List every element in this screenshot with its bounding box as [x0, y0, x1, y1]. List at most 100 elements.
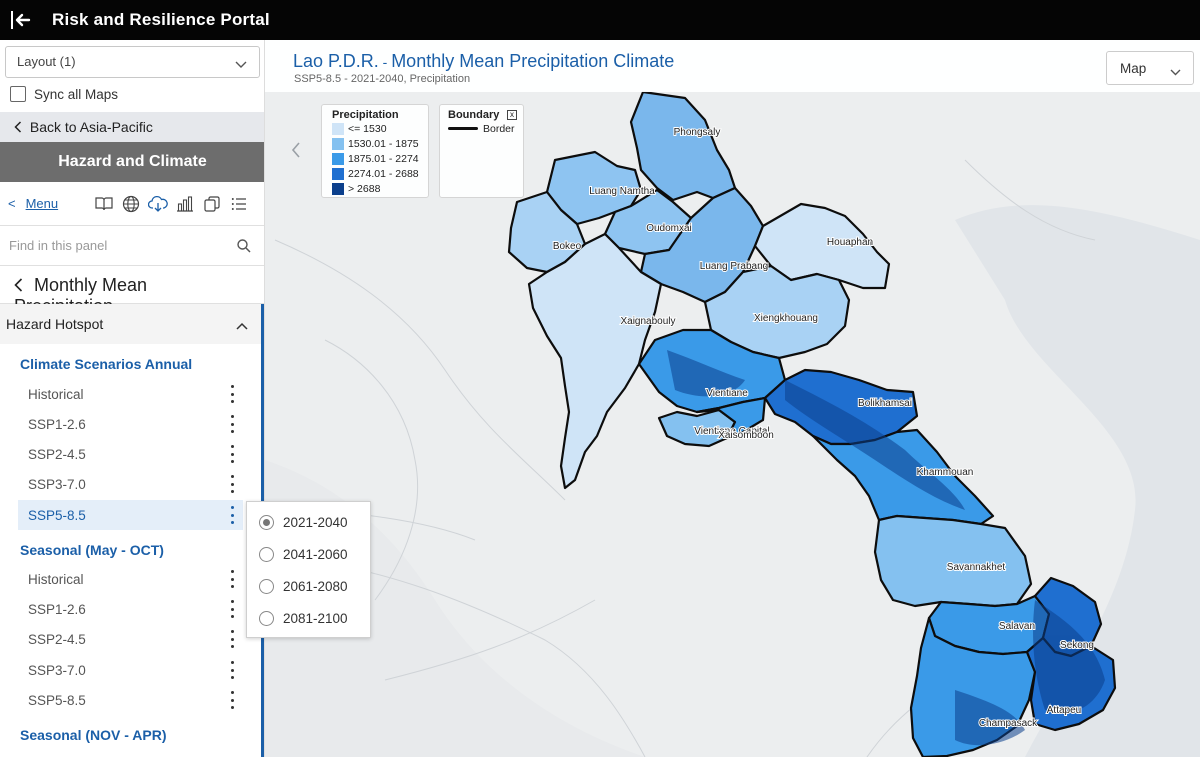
map-label: Luang Namtha: [589, 186, 655, 197]
radio[interactable]: [259, 546, 274, 562]
bar-chart-icon[interactable]: [171, 195, 198, 212]
globe-icon[interactable]: [117, 195, 144, 213]
map-view[interactable]: Phongsaly Luang Namtha Oudomxai Bokeo Lu…: [265, 40, 1200, 757]
legend-row: 1530.01 - 1875: [332, 136, 420, 151]
item-label: SSP3-7.0: [28, 477, 86, 492]
period-label: 2081-2100: [283, 610, 348, 626]
item-label: SSP5-8.5: [28, 508, 86, 523]
legend-row: 1875.01 - 2274: [332, 151, 420, 166]
legend-swatch: [332, 122, 344, 135]
list-item[interactable]: SSP3-7.0: [18, 655, 243, 685]
list-item[interactable]: Historical: [18, 379, 243, 409]
map-label: Savannakhet: [947, 562, 1006, 573]
province-labels: Phongsaly Luang Namtha Oudomxai Bokeo Lu…: [552, 126, 1095, 730]
province-xaisomboon: [695, 396, 767, 440]
item-label: SSP2-4.5: [28, 632, 86, 647]
more-options-icon[interactable]: [229, 475, 235, 493]
book-icon[interactable]: [90, 196, 117, 212]
legend-swatch: [332, 167, 344, 180]
group-title-annual[interactable]: Climate Scenarios Annual: [20, 356, 193, 372]
legend-row: <= 1530: [332, 121, 420, 136]
layout-select-value: Layout (1): [17, 54, 76, 69]
chevron-left-icon[interactable]: [291, 142, 301, 163]
period-option[interactable]: 2081-2100: [259, 608, 348, 628]
layers-copy-icon[interactable]: [198, 195, 225, 212]
map-title-country: Lao P.D.R.: [293, 51, 379, 71]
basemap-select[interactable]: Map: [1106, 51, 1194, 85]
sync-maps-checkbox[interactable]: Sync all Maps: [10, 86, 118, 102]
cloud-download-icon[interactable]: [144, 195, 171, 213]
province-xaignabouly: [527, 232, 663, 490]
province-bolikhamsai: [763, 368, 919, 446]
list-item-selected[interactable]: SSP5-8.5: [18, 500, 243, 530]
basemap-select-value: Map: [1120, 61, 1147, 76]
item-label: SSP1-2.6: [28, 417, 86, 432]
legend-row: > 2688: [332, 181, 420, 196]
list-item[interactable]: SSP1-2.6: [18, 594, 243, 624]
chevron-up-icon[interactable]: [236, 317, 248, 333]
more-options-icon[interactable]: [229, 570, 235, 588]
radio[interactable]: [259, 578, 274, 594]
map-label: Xaisomboon: [718, 430, 774, 441]
search-placeholder: Find in this panel: [9, 238, 108, 253]
boundary-legend: Boundary x Border: [439, 104, 524, 198]
more-options-icon[interactable]: [229, 445, 235, 463]
hazard-band-title: Hazard and Climate: [0, 142, 264, 182]
checkbox-box[interactable]: [10, 86, 26, 102]
more-options-icon[interactable]: [229, 630, 235, 648]
group-title-dry-season[interactable]: Seasonal (NOV - APR): [20, 727, 167, 743]
back-to-region-link[interactable]: Back to Asia-Pacific: [0, 112, 264, 142]
map-title-separator: -: [378, 54, 392, 70]
list-item[interactable]: SSP3-7.0: [18, 469, 243, 499]
list-item[interactable]: SSP2-4.5: [18, 439, 243, 469]
period-option[interactable]: 2061-2080: [259, 576, 348, 596]
high-precip-zones: [667, 350, 1105, 746]
hazard-hotspot-accordion[interactable]: Hazard Hotspot: [0, 304, 262, 344]
period-option[interactable]: 2021-2040: [259, 512, 348, 532]
item-label: SSP2-4.5: [28, 447, 86, 462]
more-options-icon[interactable]: [229, 661, 235, 679]
more-options-icon[interactable]: [229, 691, 235, 709]
map-label: Attapeu: [1047, 705, 1081, 716]
app-header: Risk and Resilience Portal: [0, 0, 1200, 40]
radio[interactable]: [259, 610, 274, 626]
map-label: Xiengkhouang: [754, 313, 818, 324]
group-title-wet-season[interactable]: Seasonal (May - OCT): [20, 542, 164, 558]
legend-title: Boundary: [448, 109, 500, 121]
menu-link[interactable]: Menu: [25, 196, 59, 211]
more-options-icon[interactable]: [229, 385, 235, 403]
map-label: Vientiane: [706, 388, 748, 399]
item-label: SSP3-7.0: [28, 663, 86, 678]
more-options-icon[interactable]: [229, 415, 235, 433]
province-phongsaly: [629, 90, 737, 202]
more-options-icon[interactable]: [229, 506, 235, 524]
sea-area: [955, 205, 1200, 757]
list-item[interactable]: SSP5-8.5: [18, 685, 243, 715]
map-label: Phongsaly: [674, 127, 721, 138]
layout-select[interactable]: Layout (1): [5, 46, 260, 78]
chevron-down-icon: [235, 57, 247, 72]
close-icon[interactable]: x: [507, 110, 517, 120]
list-item[interactable]: Historical: [18, 564, 243, 594]
section-title[interactable]: Monthly Mean Precipitation: [0, 266, 264, 316]
menu-back-chevron[interactable]: <: [8, 196, 16, 211]
search-icon[interactable]: [237, 239, 251, 256]
map-label: Luang Prabang: [700, 261, 768, 272]
list-item[interactable]: SSP2-4.5: [18, 624, 243, 654]
chevron-left-icon: [14, 121, 22, 133]
map-label: Bolikhamsai: [858, 398, 912, 409]
more-options-icon[interactable]: [229, 600, 235, 618]
period-label: 2021-2040: [283, 514, 348, 530]
list-icon[interactable]: [225, 197, 252, 211]
radio-selected[interactable]: [259, 514, 274, 530]
sidebar: Layout (1) Sync all Maps Back to Asia-Pa…: [0, 40, 265, 757]
map-label: Oudomxai: [646, 223, 692, 234]
list-item[interactable]: SSP1-2.6: [18, 409, 243, 439]
map-label: Xaignabouly: [620, 316, 675, 327]
period-option[interactable]: 2041-2060: [259, 544, 348, 564]
item-label: SSP1-2.6: [28, 602, 86, 617]
panel-search-input[interactable]: Find in this panel: [0, 226, 264, 266]
map-label: Houaphan: [827, 237, 873, 248]
back-arrow-icon[interactable]: [0, 0, 40, 40]
menu-toolbar: < Menu: [0, 182, 264, 226]
